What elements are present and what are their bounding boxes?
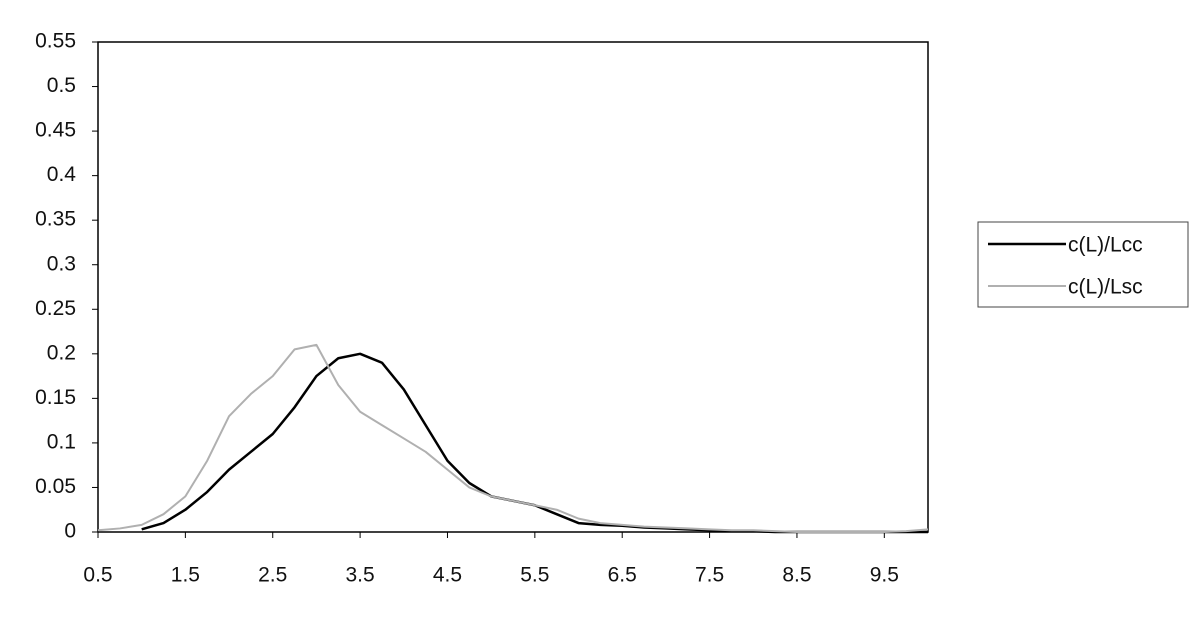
- legend-box: [977, 221, 1189, 308]
- x-tick-label: 5.5: [520, 564, 549, 587]
- x-tick-label: 1.5: [171, 564, 200, 587]
- x-tick-label: 0.5: [83, 564, 112, 587]
- y-tick-label: 0.05: [35, 475, 76, 498]
- y-tick-label: 0: [64, 520, 76, 543]
- x-tick-label: 9.5: [870, 564, 899, 587]
- y-tick-label: 0.5: [47, 74, 76, 97]
- y-tick-label: 0.3: [47, 252, 76, 275]
- x-tick-label: 4.5: [433, 564, 462, 587]
- legend-label: c(L)/Lsc: [1068, 276, 1143, 299]
- y-tick-label: 0.25: [35, 297, 76, 320]
- y-tick-label: 0.45: [35, 119, 76, 142]
- series-line: [97, 343, 929, 533]
- x-tick-label: 6.5: [608, 564, 637, 587]
- x-tick-label: 7.5: [695, 564, 724, 587]
- y-tick-label: 0.35: [35, 208, 76, 231]
- y-tick-label: 0.15: [35, 386, 76, 409]
- x-tick-label: 8.5: [782, 564, 811, 587]
- y-tick-label: 0.55: [35, 30, 76, 53]
- x-tick-label: 3.5: [346, 564, 375, 587]
- plot-area: [97, 41, 929, 533]
- x-tick-label: 2.5: [258, 564, 287, 587]
- legend-label: c(L)/Lcc: [1068, 234, 1143, 257]
- y-tick-label: 0.1: [47, 430, 76, 453]
- y-tick-label: 0.2: [47, 341, 76, 364]
- y-tick-label: 0.4: [47, 163, 77, 186]
